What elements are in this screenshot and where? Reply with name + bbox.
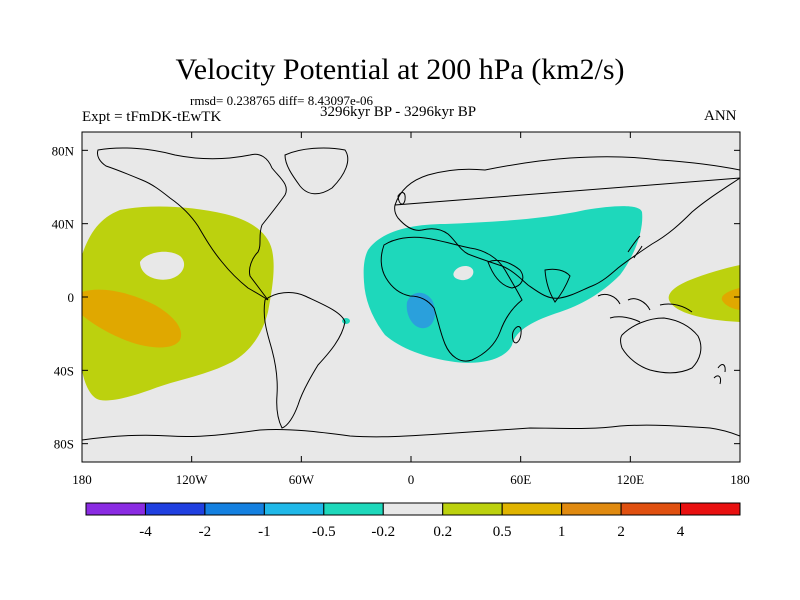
colorbar-label: 4 bbox=[677, 524, 685, 540]
coast-antarctica bbox=[82, 424, 740, 441]
stats-line: rmsd= 0.238765 diff= 8.43097e-06 bbox=[190, 93, 374, 108]
coast-north-america bbox=[97, 147, 287, 301]
region-east-pacific-core bbox=[82, 289, 182, 348]
coast-africa bbox=[380, 236, 523, 362]
coast-new-zealand bbox=[713, 364, 726, 385]
plot-title: Velocity Potential at 200 hPa (km2/s) bbox=[175, 53, 625, 86]
experiment-label: Expt = tFmDK-tEwTK bbox=[82, 109, 222, 125]
coast-south-america bbox=[263, 292, 346, 429]
colorbar-swatch bbox=[680, 502, 741, 516]
colorbar-label: -0.2 bbox=[371, 524, 395, 540]
x-tick-label: 60W bbox=[289, 472, 315, 487]
y-tick-label: 80S bbox=[54, 437, 74, 452]
colorbar-label: 2 bbox=[617, 524, 625, 540]
x-tick-label: 0 bbox=[408, 472, 415, 487]
x-tick-label: 180 bbox=[730, 472, 750, 487]
colorbar-swatch bbox=[323, 502, 384, 516]
colorbar-label: 0.2 bbox=[433, 524, 452, 540]
colorbar-label: -1 bbox=[258, 524, 271, 540]
x-tick-label: 60E bbox=[510, 472, 531, 487]
colorbar-label: 0.5 bbox=[493, 524, 512, 540]
coastlines bbox=[82, 147, 740, 441]
x-tick-label: 120E bbox=[617, 472, 645, 487]
colorbar: -4 -2 -1 -0.5 -0.2 0.2 0.5 1 2 4 bbox=[85, 502, 741, 540]
colorbar-label: 1 bbox=[558, 524, 566, 540]
region-africa-hole bbox=[453, 266, 474, 281]
colorbar-label: -0.5 bbox=[312, 524, 336, 540]
colorbar-label: -4 bbox=[139, 524, 152, 540]
y-tick-label: 80N bbox=[52, 143, 75, 158]
colorbar-swatch bbox=[263, 502, 325, 516]
season-label: ANN bbox=[704, 108, 737, 124]
coast-greenland bbox=[284, 147, 349, 195]
region-east-pacific-positive bbox=[82, 206, 274, 401]
colorbar-swatch bbox=[501, 502, 563, 516]
coast-se-asia bbox=[597, 293, 693, 323]
coast-eurasia bbox=[394, 156, 740, 299]
coast-british-isles bbox=[397, 192, 406, 205]
colorbar-swatch bbox=[620, 502, 682, 516]
coast-australia bbox=[620, 317, 702, 374]
y-axis: 80N 40N 0 40S 80S bbox=[52, 143, 740, 452]
region-west-pacific-positive bbox=[668, 265, 740, 322]
coast-india bbox=[544, 268, 571, 303]
region-pacific-hole bbox=[140, 251, 185, 280]
y-tick-label: 40S bbox=[54, 363, 74, 378]
y-tick-label: 0 bbox=[68, 290, 75, 305]
colorbar-swatch bbox=[442, 502, 503, 516]
coast-arabia bbox=[487, 259, 524, 289]
colorbar-swatch bbox=[204, 502, 265, 516]
y-tick-label: 40N bbox=[52, 217, 75, 232]
coast-japan bbox=[627, 235, 643, 259]
colorbar-swatch bbox=[561, 502, 622, 516]
x-axis: 180 120W 60W 0 60E 120E 180 bbox=[72, 132, 750, 487]
region-west-pacific-core bbox=[721, 288, 740, 310]
colorbar-swatch bbox=[85, 502, 146, 516]
x-tick-label: 180 bbox=[72, 472, 92, 487]
colorbar-swatch bbox=[144, 502, 206, 516]
coast-madagascar bbox=[511, 326, 522, 344]
x-tick-label: 120W bbox=[176, 472, 209, 487]
period-label: 3296kyr BP - 3296kyr BP bbox=[320, 104, 477, 120]
colorbar-swatch bbox=[382, 502, 444, 516]
colorbar-label: -2 bbox=[199, 524, 212, 540]
